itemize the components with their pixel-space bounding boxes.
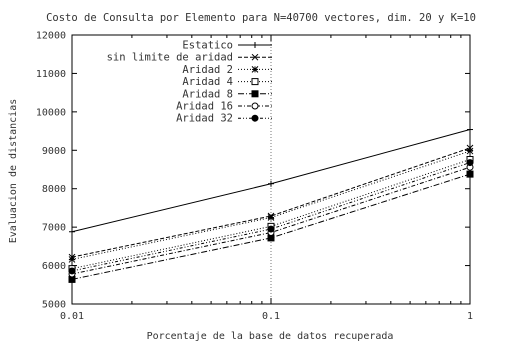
marker (267, 225, 275, 233)
x-tick-label: 0.1 (262, 311, 280, 322)
y-tick-label: 8000 (42, 184, 66, 195)
series-line (71, 166, 471, 275)
series-estatico (69, 126, 473, 235)
legend-marker (251, 78, 259, 86)
y-tick-label: 11000 (36, 69, 66, 80)
legend-marker (251, 102, 259, 110)
legend-label: sin limite de aridad (107, 52, 233, 64)
y-tick-label: 12000 (36, 31, 66, 42)
series-line (71, 147, 471, 258)
legend-marker (252, 42, 258, 48)
marker (466, 144, 474, 152)
legend-marker (251, 66, 259, 73)
y-tick-label: 7000 (42, 223, 66, 234)
y-tick-label: 10000 (36, 107, 66, 118)
legend-label: Aridad 2 (182, 64, 233, 76)
marker (251, 78, 259, 86)
series-aridad-32 (68, 159, 474, 275)
marker (251, 102, 259, 110)
series-line (71, 159, 471, 270)
series-aridad-2 (68, 147, 474, 263)
series-group (68, 126, 474, 283)
marker (251, 66, 259, 73)
x-axis-label: Porcentaje de la base de datos recuperad… (147, 331, 394, 342)
legend-label: Aridad 32 (176, 113, 233, 125)
legend-label: Aridad 4 (182, 76, 233, 88)
marker (68, 256, 76, 263)
marker (466, 159, 474, 167)
y-tick-label: 9000 (42, 146, 66, 157)
y-axis-label: Evaluacion de distancias (8, 99, 19, 244)
marker (251, 90, 259, 98)
marker (466, 170, 474, 178)
marker (251, 53, 259, 61)
legend-marker (251, 53, 259, 61)
legend-label: Estatico (182, 40, 233, 52)
x-tick-label: 0.01 (60, 311, 84, 322)
legend-label: Aridad 8 (182, 88, 233, 100)
marker (68, 267, 76, 275)
ticks: 5000 6000 7000 8000 9000 10000 11000 12000 0.01 0… (36, 31, 473, 323)
y-tick-label: 6000 (42, 261, 66, 272)
legend-marker (251, 90, 259, 98)
legend-marker (251, 114, 259, 122)
marker (251, 114, 259, 122)
chart-title: Costo de Consulta por Elemento para N=40… (46, 12, 476, 24)
x-tick-label: 1 (467, 311, 473, 322)
legend-label: Aridad 16 (176, 101, 233, 113)
y-tick-label: 5000 (42, 300, 66, 311)
marker (267, 214, 275, 221)
marker (466, 147, 474, 155)
